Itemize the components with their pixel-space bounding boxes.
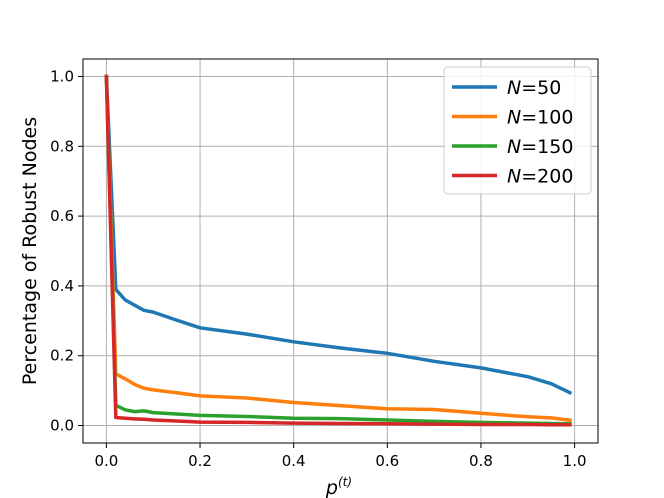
series-line-n150 bbox=[104, 74, 572, 426]
x-tick-label: 1.0 bbox=[563, 452, 587, 470]
series-lines bbox=[104, 74, 573, 427]
legend-entry-label: N=150 bbox=[507, 136, 573, 158]
series-line-n200 bbox=[104, 74, 572, 427]
x-axis-label: p(t) bbox=[325, 475, 352, 498]
y-tick-label: 1.0 bbox=[50, 67, 74, 85]
axis-ticks: 0.0 0.2 0.4 0.6 0.8 1.0 0.0 0.2 0.4 0.6 0.8 1.0 bbox=[50, 67, 586, 470]
x-tick-label: 0.0 bbox=[94, 452, 118, 470]
legend: N=50 N=100 N=150 N=200 bbox=[443, 66, 592, 195]
y-tick-label: 0.0 bbox=[50, 417, 74, 435]
series-line-n100 bbox=[104, 74, 572, 423]
legend-entry-label: N=50 bbox=[507, 77, 561, 99]
legend-entry-label: N=200 bbox=[507, 166, 573, 188]
x-tick-label: 0.2 bbox=[188, 452, 212, 470]
series-line-n50 bbox=[104, 74, 573, 396]
y-tick-label: 0.2 bbox=[50, 347, 74, 365]
legend-entry-label: N=100 bbox=[507, 107, 573, 129]
x-tick-label: 0.6 bbox=[375, 452, 399, 470]
y-tick-label: 0.8 bbox=[50, 137, 74, 155]
y-axis-label: Percentage of Robust Nodes bbox=[19, 117, 41, 385]
x-tick-label: 0.8 bbox=[469, 452, 493, 470]
x-tick-label: 0.4 bbox=[282, 452, 306, 470]
y-tick-label: 0.4 bbox=[50, 277, 74, 295]
plot-frame bbox=[82, 58, 599, 444]
legend-box bbox=[443, 66, 592, 195]
x-axis-label-superscript: (t) bbox=[338, 475, 352, 489]
y-tick-label: 0.6 bbox=[50, 207, 74, 225]
x-axis-label-base: p bbox=[325, 477, 338, 498]
